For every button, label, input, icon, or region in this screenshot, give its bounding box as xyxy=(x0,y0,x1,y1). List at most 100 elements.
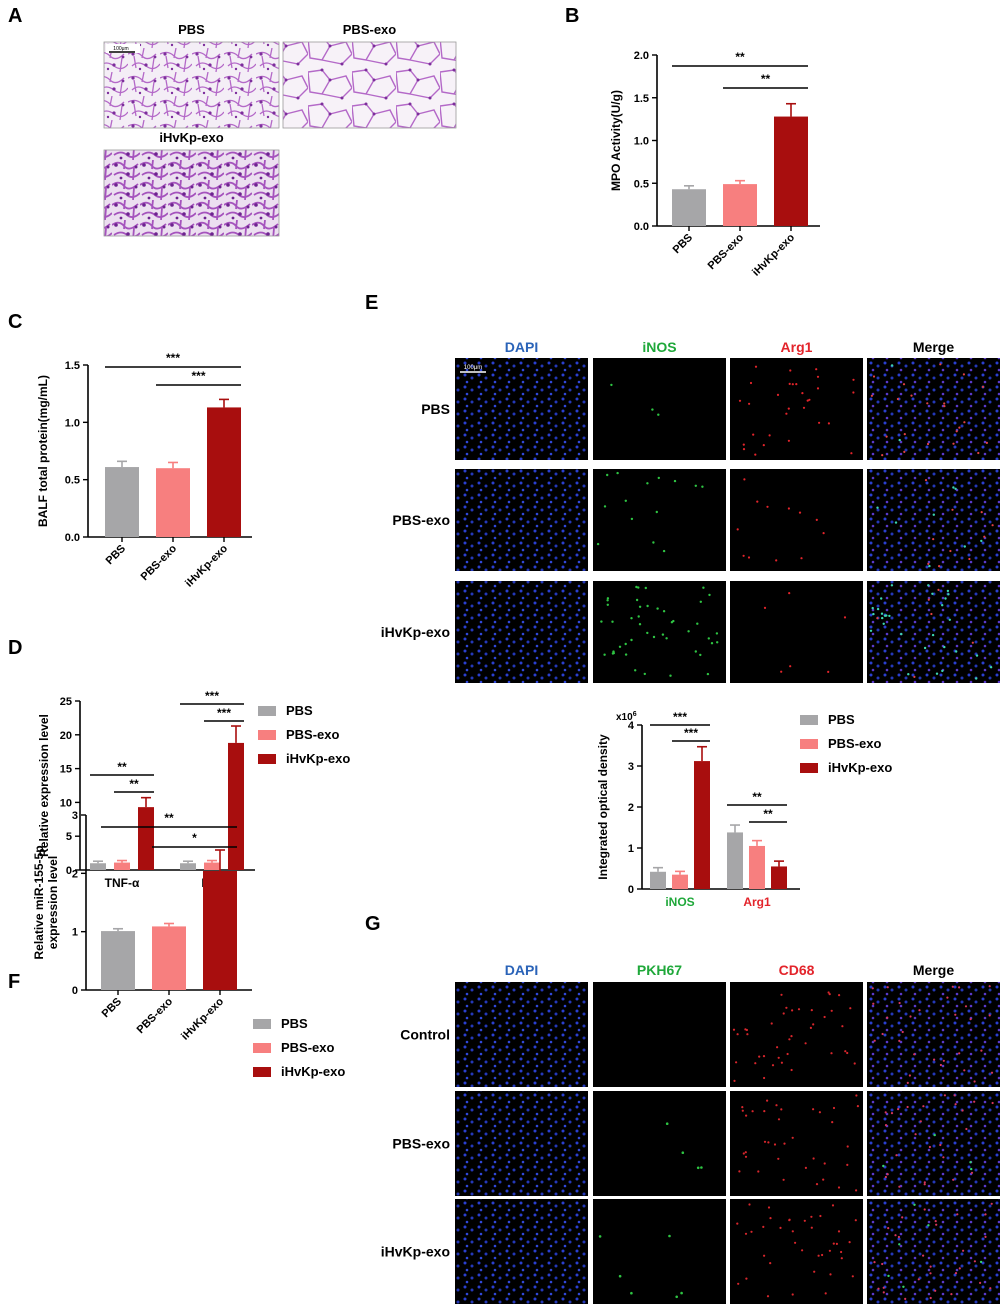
tile-bg xyxy=(593,358,726,460)
panel-letter: B xyxy=(565,5,579,27)
legend-label: iHvKp-exo xyxy=(828,760,892,775)
signal-dot xyxy=(963,1069,966,1072)
row-label: PBS-exo xyxy=(392,512,450,528)
signal-dot xyxy=(979,1281,982,1284)
row-label: iHvKp-exo xyxy=(381,624,450,640)
panel-letter: A xyxy=(8,5,22,27)
signal-dot xyxy=(696,1166,700,1170)
signal-dot xyxy=(600,620,603,623)
signal-dot xyxy=(749,381,753,385)
y-scale-label: x106 xyxy=(616,711,637,723)
legend-swatch xyxy=(253,1019,271,1029)
signal-dot xyxy=(788,1038,791,1041)
signal-dot xyxy=(897,1235,901,1239)
y-tick-label: 20 xyxy=(60,730,72,742)
y-tick-label: 15 xyxy=(60,764,72,776)
significance-label: ** xyxy=(117,760,127,774)
signal-dot xyxy=(939,1063,943,1067)
signal-dot xyxy=(963,421,966,424)
legend-swatch xyxy=(253,1043,271,1053)
signal-dot xyxy=(923,1181,926,1184)
signal-dot xyxy=(643,672,646,676)
signal-dot xyxy=(680,1291,683,1295)
signal-dot xyxy=(812,1157,815,1160)
signal-dot xyxy=(775,559,778,562)
signal-dot xyxy=(791,383,794,386)
signal-dot xyxy=(846,1051,849,1055)
signal-dot xyxy=(736,1222,739,1225)
signal-dot xyxy=(769,1217,772,1220)
signal-dot xyxy=(785,412,788,415)
tile-bg xyxy=(730,469,863,571)
signal-dot xyxy=(914,1133,917,1136)
signal-dot xyxy=(881,1262,884,1266)
signal-dot xyxy=(646,482,649,485)
signal-dot xyxy=(748,402,751,405)
signal-dot xyxy=(855,1094,858,1097)
signal-dot xyxy=(821,1253,824,1257)
bar xyxy=(90,863,106,870)
legend-label: PBS-exo xyxy=(828,736,882,751)
signal-dot xyxy=(881,616,884,620)
signal-dot xyxy=(980,1049,983,1052)
x-tick-label: PBS xyxy=(104,543,128,567)
signal-dot xyxy=(934,1289,937,1292)
column-header: Merge xyxy=(913,339,954,355)
signal-dot xyxy=(741,1106,744,1109)
signal-dot xyxy=(872,1002,875,1005)
signal-dot xyxy=(812,1108,815,1111)
signal-dot xyxy=(662,610,666,613)
signal-dot xyxy=(780,993,783,996)
signal-dot xyxy=(785,1006,788,1009)
signal-dot xyxy=(918,1009,921,1012)
signal-dot xyxy=(763,1110,766,1113)
signal-dot xyxy=(762,444,765,447)
legend-swatch xyxy=(800,715,818,725)
signal-dot xyxy=(777,1118,781,1121)
signal-dot xyxy=(886,1173,889,1176)
signal-dot xyxy=(732,1028,736,1031)
signal-dot xyxy=(716,641,719,644)
chart-B: 0.0 0.5 1.0 1.5 2.0 MPO Activity(U/g) PBS PBS-e… xyxy=(609,50,820,279)
column-header: DAPI xyxy=(505,339,538,355)
signal-dot xyxy=(808,398,811,401)
signal-dot xyxy=(913,675,916,679)
signal-dot xyxy=(849,1007,852,1010)
signal-dot xyxy=(944,597,947,600)
significance-label: ** xyxy=(129,777,139,791)
signal-dot xyxy=(873,1261,876,1264)
signal-dot xyxy=(596,542,600,546)
signal-dot xyxy=(624,499,627,502)
significance-label: *** xyxy=(191,369,205,383)
row-label: PBS xyxy=(421,401,450,417)
signal-dot xyxy=(852,378,855,381)
fluorescence-tile xyxy=(593,1091,726,1196)
image-title: PBS xyxy=(178,22,205,37)
signal-dot xyxy=(736,1033,739,1036)
signal-dot xyxy=(745,1114,748,1117)
signal-dot xyxy=(948,618,951,621)
legend-label: PBS xyxy=(828,712,855,727)
signal-dot xyxy=(837,1186,841,1189)
signal-dot xyxy=(838,994,841,997)
signal-dot xyxy=(943,645,946,649)
signal-dot xyxy=(956,1213,959,1216)
signal-dot xyxy=(964,1005,968,1008)
signal-dot xyxy=(791,1293,794,1296)
signal-dot xyxy=(991,1101,994,1105)
signal-dot xyxy=(787,439,791,442)
significance-label: ** xyxy=(763,807,773,821)
signal-dot xyxy=(707,637,710,640)
significance-label: *** xyxy=(205,689,219,703)
signal-dot xyxy=(955,430,958,433)
fluorescence-tile xyxy=(455,1091,588,1196)
signal-dot xyxy=(901,1216,904,1219)
signal-dot xyxy=(754,365,758,368)
signal-dot xyxy=(898,1039,901,1042)
bar xyxy=(650,871,666,889)
legend: PBS PBS-exo iHvKp-exo xyxy=(258,703,350,766)
signal-dot xyxy=(618,645,622,648)
tile-bg xyxy=(867,1199,1000,1304)
signal-dot xyxy=(980,539,983,543)
scalebar-label: 100μm xyxy=(464,365,482,371)
